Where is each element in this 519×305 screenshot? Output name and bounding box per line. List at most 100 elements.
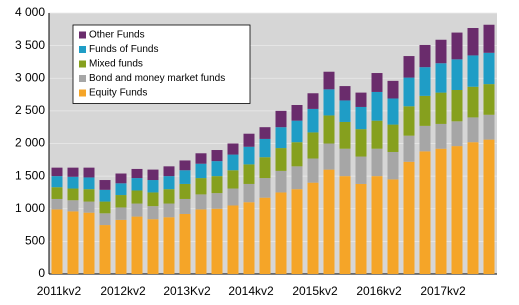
bar-segment — [195, 178, 207, 195]
bar-segment — [227, 154, 239, 171]
bar-segment — [323, 143, 335, 170]
bar-segment — [259, 127, 271, 139]
bar-segment — [451, 121, 463, 147]
bar-segment — [323, 169, 335, 274]
x-tick-label: 2016kv2 — [356, 284, 402, 298]
bar-segment — [227, 143, 239, 155]
y-tick-label: 3 500 — [15, 38, 45, 52]
x-tick-label: 2014kv2 — [228, 284, 274, 298]
bar-segment — [387, 179, 399, 274]
bar-segment — [147, 206, 159, 220]
bar-segment — [99, 213, 111, 226]
bar-segment — [275, 127, 287, 149]
legend-label: Mixed funds — [89, 59, 143, 70]
bar-segment — [67, 188, 79, 201]
bar-segment — [387, 151, 399, 180]
bar-segment — [195, 153, 207, 164]
y-tick-label: 500 — [25, 234, 45, 248]
bar-segment — [179, 183, 191, 199]
bar-segment — [275, 192, 287, 274]
y-tick-label: 2 000 — [15, 136, 45, 150]
bar-segment — [339, 148, 351, 177]
bar-segment — [83, 177, 95, 190]
bar-segment — [131, 168, 143, 179]
bar-segment — [387, 98, 399, 125]
bar-segment — [195, 209, 207, 274]
bar-segment — [227, 188, 239, 206]
bar-segment — [163, 203, 175, 218]
y-tick-label: 1 000 — [15, 201, 45, 215]
bar-segment — [419, 67, 431, 96]
bar-segment — [67, 167, 79, 177]
bar-segment — [419, 44, 431, 68]
bar-segment — [259, 138, 271, 158]
bar-segment — [403, 77, 415, 107]
x-tick-label: 2013Kv2 — [163, 284, 211, 298]
bar-segment — [307, 108, 319, 133]
bar-segment — [355, 106, 367, 130]
bar-segment — [435, 92, 447, 124]
bar-segment — [419, 125, 431, 152]
bar-segment — [211, 161, 223, 177]
bar-segment — [51, 176, 63, 188]
bar-segment — [115, 183, 127, 196]
bar-segment — [451, 89, 463, 122]
bar-segment — [435, 63, 447, 93]
bar-segment — [307, 158, 319, 183]
bar-segment — [83, 201, 95, 213]
bar-segment — [179, 170, 191, 184]
bar-segment — [467, 55, 479, 87]
bar-segment — [179, 198, 191, 214]
bar-segment — [163, 189, 175, 204]
bar-segment — [419, 151, 431, 274]
bar-segment — [259, 178, 271, 198]
bar-segment — [83, 189, 95, 202]
bar-segment — [131, 216, 143, 274]
bar-segment — [195, 194, 207, 210]
bar-segment — [211, 176, 223, 194]
legend-label: Equity Funds — [89, 88, 147, 99]
bar-segment — [115, 207, 127, 220]
bar-segment — [403, 106, 415, 136]
bar-segment — [371, 73, 383, 92]
bar-segment — [163, 176, 175, 190]
bar-segment — [51, 167, 63, 177]
bar-segment — [483, 24, 495, 53]
bar-segment — [243, 164, 255, 184]
bar-segment — [99, 180, 111, 190]
bar-segment — [355, 92, 367, 107]
bar-segment — [467, 117, 479, 143]
bar-segment — [483, 84, 495, 115]
bar-segment — [451, 146, 463, 274]
bar-segment — [403, 56, 415, 78]
bar-segment — [179, 160, 191, 171]
bar-segment — [339, 86, 351, 101]
y-tick-label: 3 000 — [15, 70, 45, 84]
legend-swatch — [79, 75, 86, 82]
bar-segment — [115, 219, 127, 274]
bar-segment — [483, 114, 495, 140]
bar-segment — [227, 170, 239, 189]
bar-segment — [147, 219, 159, 274]
legend-swatch — [79, 31, 86, 39]
bar-segment — [115, 173, 127, 184]
bar-segment — [67, 211, 79, 274]
y-tick-label: 2 500 — [15, 103, 45, 117]
bar-segment — [163, 217, 175, 274]
y-tick-label: 0 — [38, 266, 45, 280]
bar-segment — [147, 180, 159, 193]
bar-segment — [467, 28, 479, 56]
bar-segment — [243, 183, 255, 203]
bar-segment — [131, 190, 143, 204]
x-tick-label: 2015kv2 — [292, 284, 338, 298]
bar-segment — [435, 148, 447, 274]
bar-segment — [51, 209, 63, 274]
bar-segment — [467, 86, 479, 118]
bar-segment — [291, 189, 303, 274]
bar-segment — [419, 95, 431, 126]
x-tick-label: 2012kv2 — [100, 284, 146, 298]
bar-segment — [83, 212, 95, 274]
bar-segment — [211, 150, 223, 162]
bar-segment — [243, 146, 255, 165]
